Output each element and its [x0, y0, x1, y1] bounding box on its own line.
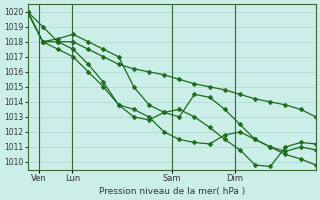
X-axis label: Pression niveau de la mer( hPa ): Pression niveau de la mer( hPa ): [99, 187, 245, 196]
